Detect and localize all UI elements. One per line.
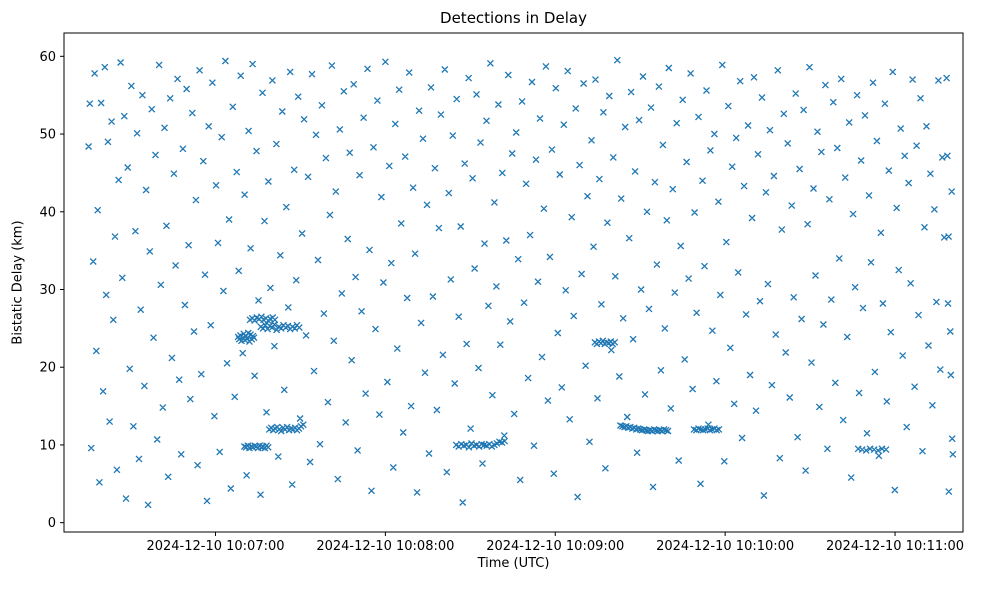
y-tick-label: 0 [48, 516, 56, 531]
chart-title: Detections in Delay [440, 9, 587, 27]
y-tick-label: 40 [39, 205, 56, 220]
x-tick-label: 2024-12-10 10:11:00 [826, 539, 964, 554]
y-tick-label: 20 [39, 361, 56, 376]
x-axis-label: Time (UTC) [477, 556, 550, 571]
y-tick-label: 50 [39, 128, 56, 143]
x-tick-label: 2024-12-10 10:08:00 [316, 539, 454, 554]
y-tick-label: 60 [39, 50, 56, 65]
y-axis-label: Bistatic Delay (km) [10, 220, 26, 345]
y-tick-label: 10 [39, 438, 56, 453]
x-tick-label: 2024-12-10 10:09:00 [486, 539, 624, 554]
x-tick-label: 2024-12-10 10:10:00 [656, 539, 794, 554]
y-tick-label: 30 [39, 283, 56, 298]
plot-border [63, 32, 964, 533]
x-tick-label: 2024-12-10 10:07:00 [146, 539, 284, 554]
scatter-points [85, 56, 957, 509]
